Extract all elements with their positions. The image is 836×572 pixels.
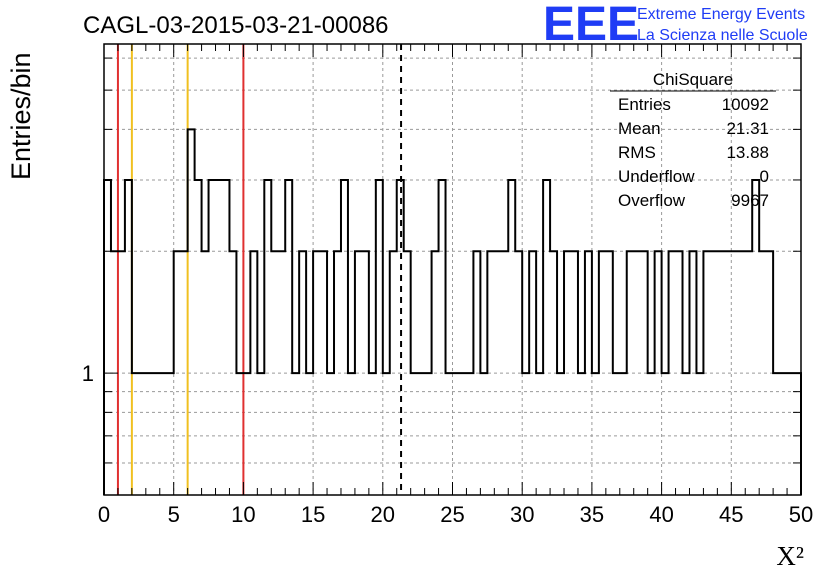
eee-logo: EEE Extreme Energy Events La Scienza nel…: [543, 0, 808, 51]
x-tick-label: 30: [510, 502, 534, 527]
logo-mark: EEE: [543, 0, 639, 51]
chart-title: CAGL-03-2015-03-21-00086: [83, 12, 389, 39]
x-tick-label: 20: [371, 502, 395, 527]
stats-value: 10092: [722, 95, 769, 114]
x-tick-label: 10: [231, 502, 255, 527]
x-tick-label: 40: [649, 502, 673, 527]
stats-label: Underflow: [618, 167, 695, 186]
stats-value: 9967: [731, 191, 769, 210]
histogram-series: [103, 128, 802, 495]
x-tick-label: 50: [789, 502, 813, 527]
axis-ticks: [103, 44, 802, 496]
stats-value: 13.88: [726, 143, 769, 162]
x-tick-labels: 0 5 10 15 20 25 30 35 40 45 50: [98, 502, 813, 527]
logo-line2: La Scienza nelle Scuole: [637, 27, 808, 44]
x-axis-label: X²: [776, 541, 804, 571]
y-tick-labels: 1: [82, 361, 94, 386]
logo-line1: Extreme Energy Events: [637, 6, 805, 23]
x-tick-label: 45: [719, 502, 743, 527]
y-axis-label: Entries/bin: [6, 52, 36, 180]
x-tick-label: 15: [301, 502, 325, 527]
grid: [104, 44, 801, 495]
stats-label: Entries: [618, 95, 671, 114]
stats-label: Mean: [618, 119, 661, 138]
x-tick-label: 0: [98, 502, 110, 527]
y-tick-label: 1: [82, 361, 94, 386]
stats-value: 0: [760, 167, 769, 186]
stats-box: ChiSquare Entries 10092 Mean 21.31 RMS 13.88 U…: [610, 70, 776, 210]
x-tick-label: 5: [168, 502, 180, 527]
stats-value: 21.31: [726, 119, 769, 138]
x-tick-label: 35: [580, 502, 604, 527]
stats-label: Overflow: [618, 191, 686, 210]
x-tick-label: 25: [440, 502, 464, 527]
stats-title: ChiSquare: [653, 70, 733, 89]
reference-lines: [116, 44, 403, 495]
stats-label: RMS: [618, 143, 656, 162]
